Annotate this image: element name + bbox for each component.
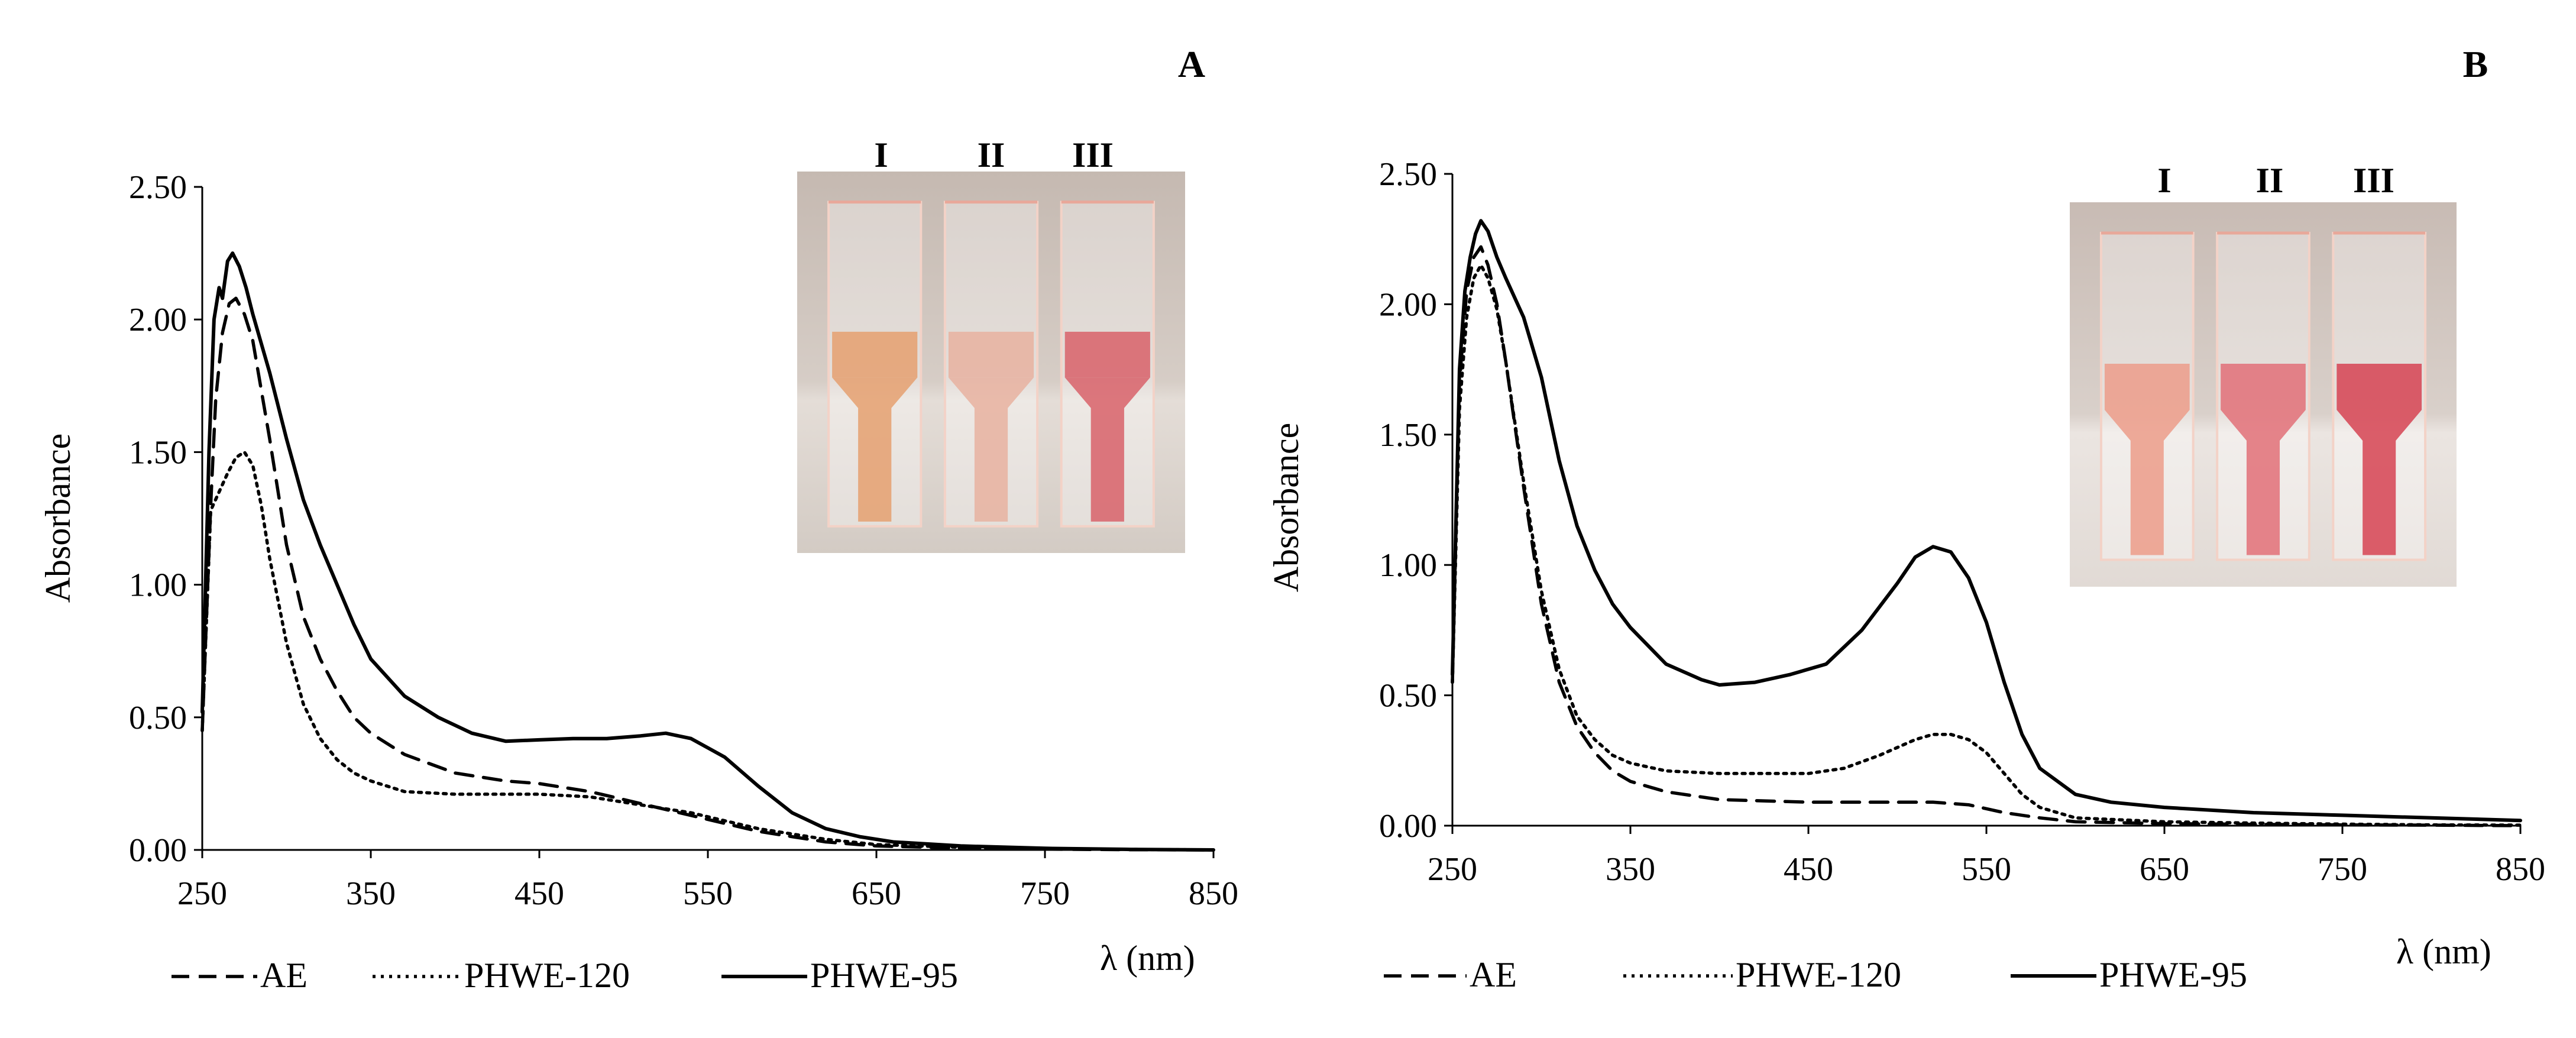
- inset-label-2: II: [978, 135, 1005, 174]
- y-axis-title: Absorbance: [38, 434, 77, 603]
- cuvette-1: [2099, 231, 2195, 561]
- x-tick-label: 850: [2496, 851, 2545, 888]
- y-tick-label: 1.00: [129, 567, 187, 604]
- y-tick-label: 0.50: [1379, 678, 1437, 714]
- legend-label-ae: AE: [1470, 955, 1517, 994]
- x-tick-label: 450: [514, 875, 564, 912]
- x-tick-label: 850: [1189, 875, 1238, 912]
- inset-photo: [797, 172, 1185, 553]
- inset-label-1: I: [2157, 161, 2171, 200]
- x-tick-label: 550: [683, 875, 733, 912]
- y-tick-label: 1.50: [129, 434, 187, 471]
- x-axis-title: λ (nm): [2396, 932, 2491, 971]
- y-tick-label: 1.00: [1379, 547, 1437, 584]
- y-tick-label: 1.50: [1379, 417, 1437, 454]
- inset-label-2: II: [2256, 161, 2284, 200]
- x-tick-label: 250: [1428, 851, 1477, 888]
- x-axis-title: λ (nm): [1100, 939, 1195, 978]
- y-tick-label: 0.00: [129, 832, 187, 869]
- y-tick-label: 2.50: [129, 169, 187, 206]
- x-tick-label: 750: [1020, 875, 1070, 912]
- legend-label-phwe-95: PHWE-95: [2099, 955, 2247, 994]
- cuvette-3: [1060, 201, 1155, 528]
- x-tick-label: 750: [2318, 851, 2367, 888]
- x-tick-label: 550: [1962, 851, 2011, 888]
- series-line-phwe-95: [1451, 219, 2522, 823]
- y-tick-label: 0.00: [1379, 808, 1437, 845]
- inset-label-3: III: [1072, 135, 1114, 174]
- series-line-phwe-120: [1451, 263, 2522, 827]
- y-tick-label: 2.00: [129, 302, 187, 338]
- x-tick-label: 650: [852, 875, 901, 912]
- y-tick-label: 0.50: [129, 700, 187, 736]
- inset-label-1: I: [874, 135, 888, 174]
- x-tick-label: 350: [346, 875, 396, 912]
- y-tick-label: 2.00: [1379, 286, 1437, 323]
- y-tick-label: 2.50: [1379, 156, 1437, 193]
- legend-label-phwe-120: PHWE-120: [1736, 955, 1901, 994]
- cuvette-3: [2332, 231, 2427, 561]
- series-line-phwe-95: [200, 251, 1215, 852]
- inset-label-3: III: [2353, 161, 2394, 200]
- y-axis-title: Absorbance: [1267, 423, 1306, 593]
- cuvette-2: [2216, 231, 2310, 561]
- legend-label-phwe-120: PHWE-120: [464, 956, 630, 995]
- series-line-phwe-120: [200, 450, 1215, 852]
- legend-label-ae: AE: [260, 956, 308, 995]
- panel-letter: A: [1178, 43, 1205, 85]
- x-tick-label: 650: [2140, 851, 2189, 888]
- cuvette-2: [943, 201, 1039, 528]
- cuvette-1: [827, 201, 923, 528]
- x-tick-label: 250: [177, 875, 227, 912]
- x-tick-label: 450: [1784, 851, 1833, 888]
- series-line-ae: [200, 296, 1215, 852]
- series-line-ae: [1451, 245, 2522, 827]
- x-tick-label: 350: [1606, 851, 1655, 888]
- inset-photo: [2070, 202, 2457, 587]
- panel-letter: B: [2463, 43, 2488, 85]
- legend-label-phwe-95: PHWE-95: [810, 956, 958, 995]
